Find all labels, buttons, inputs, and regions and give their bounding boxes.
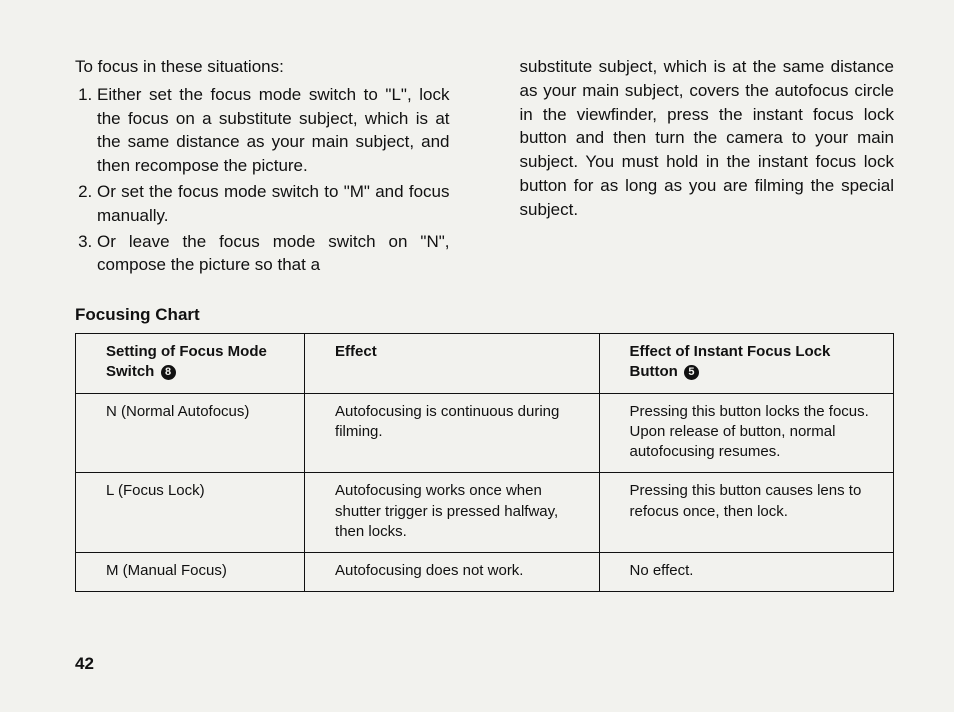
table-row: M (Manual Focus) Autofocusing does not w…: [76, 553, 894, 592]
page-number: 42: [75, 654, 94, 674]
cell-ifl: No effect.: [599, 553, 894, 592]
header-setting: Setting of Focus Mode Switch 8: [76, 334, 305, 394]
cell-effect: Autofocusing is continuous during filmin…: [305, 393, 599, 473]
left-column: To focus in these situations: Either set…: [75, 55, 450, 279]
table-header-row: Setting of Focus Mode Switch 8 Effect Ef…: [76, 334, 894, 394]
cell-setting: N (Normal Autofocus): [76, 393, 305, 473]
table-row: N (Normal Autofocus) Autofocusing is con…: [76, 393, 894, 473]
cell-effect: Autofocusing works once when shutter tri…: [305, 473, 599, 553]
manual-page: To focus in these situations: Either set…: [0, 0, 954, 712]
cell-ifl: Pressing this button locks the focus. Up…: [599, 393, 894, 473]
header-ifl: Effect of Instant Focus Lock Button 5: [599, 334, 894, 394]
list-item: Either set the focus mode switch to "L",…: [97, 83, 450, 178]
header-setting-text: Setting of Focus Mode Switch: [106, 343, 267, 380]
header-effect: Effect: [305, 334, 599, 394]
list-item: Or set the focus mode switch to "M" and …: [97, 180, 450, 228]
table-row: L (Focus Lock) Autofocusing works once w…: [76, 473, 894, 553]
cell-setting: L (Focus Lock): [76, 473, 305, 553]
cell-setting: M (Manual Focus): [76, 553, 305, 592]
cell-effect: Autofocusing does not work.: [305, 553, 599, 592]
focusing-chart-table: Setting of Focus Mode Switch 8 Effect Ef…: [75, 333, 894, 592]
cell-ifl: Pressing this button causes lens to refo…: [599, 473, 894, 553]
chart-title: Focusing Chart: [75, 305, 894, 325]
header-ifl-text: Effect of Instant Focus Lock Button: [630, 343, 831, 380]
two-column-body: To focus in these situations: Either set…: [75, 55, 894, 279]
intro-line: To focus in these situations:: [75, 55, 450, 79]
continuation-paragraph: substitute subject, which is at the same…: [520, 55, 895, 222]
focus-steps-list: Either set the focus mode switch to "L",…: [75, 83, 450, 277]
badge-8-icon: 8: [161, 365, 176, 380]
right-column: substitute subject, which is at the same…: [520, 55, 895, 279]
badge-5-icon: 5: [684, 365, 699, 380]
list-item: Or leave the focus mode switch on "N", c…: [97, 230, 450, 278]
